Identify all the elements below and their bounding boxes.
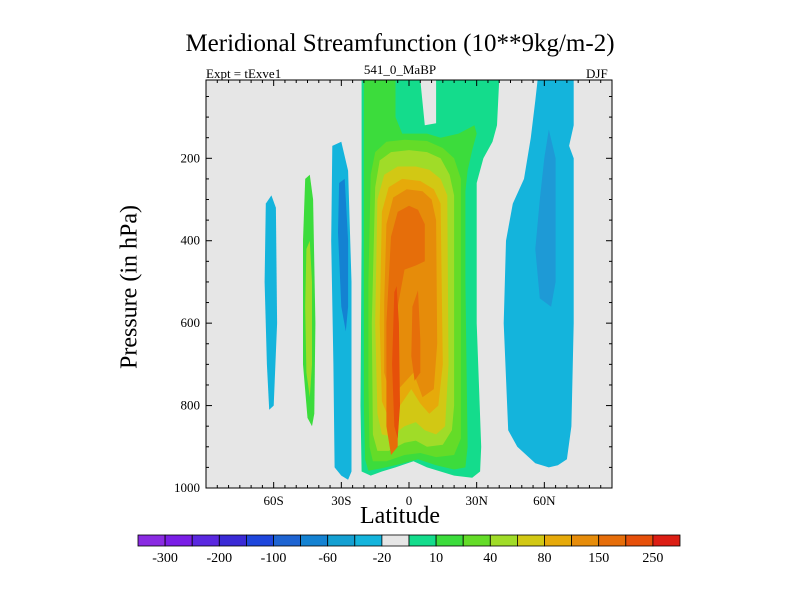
colorbar-bin <box>191 534 220 547</box>
colorbar-bin <box>652 534 681 547</box>
colorbar-label: -60 <box>318 551 337 566</box>
y-axis-ticks: 200 400 600 800 1000 <box>174 95 612 495</box>
left-subtitle: Expt = tExve1 <box>206 66 282 81</box>
contour-sh-polar-cell <box>264 195 278 410</box>
x-tick-label: 30N <box>465 493 488 508</box>
x-tick-label: 30S <box>331 493 351 508</box>
contour-hadley-200-east <box>411 290 421 381</box>
colorbar-bin <box>571 534 600 547</box>
center-subtitle: 541_0_MaBP <box>363 62 437 77</box>
colorbar-bin <box>381 534 410 547</box>
y-axis-label: Pressure (in hPa) <box>116 205 143 369</box>
colorbar-bin <box>327 534 356 547</box>
colorbar-label: 80 <box>538 551 552 566</box>
y-tick-label: 600 <box>181 315 201 330</box>
colorbar: -300 -200 -100 -60 -20 10 40 80 150 250 <box>137 534 681 566</box>
x-axis-label: Latitude <box>360 503 440 529</box>
contour-sh-ferrel-core <box>305 240 312 398</box>
colorbar-bin <box>408 534 437 547</box>
contour-sh-subtrop-core <box>338 178 349 332</box>
colorbar-label: 10 <box>429 551 443 566</box>
x-tick-label: 0 <box>406 493 413 508</box>
colorbar-bin <box>462 534 491 547</box>
contour-regions <box>264 80 574 480</box>
colorbar-bin <box>354 534 383 547</box>
contour-nh-cell-inner <box>535 129 556 307</box>
colorbar-label: -20 <box>373 551 392 566</box>
colorbar-bin <box>300 534 329 547</box>
colorbar-bin <box>245 534 274 547</box>
y-tick-label: 200 <box>181 150 201 165</box>
x-tick-label: 60S <box>264 493 284 508</box>
colorbar-label: -200 <box>206 551 232 566</box>
contour-hadley-250 <box>392 286 400 439</box>
y-tick-label: 400 <box>181 233 201 248</box>
colorbar-bin <box>517 534 545 547</box>
colorbar-label: -100 <box>261 551 287 566</box>
colorbar-bin <box>489 534 518 547</box>
chart-title: Meridional Streamfunction (10**9kg/m-2) <box>185 30 615 57</box>
colorbar-bin <box>598 534 627 547</box>
colorbar-label: -300 <box>152 551 178 566</box>
colorbar-bin <box>625 534 654 547</box>
colorbar-bin <box>164 534 193 547</box>
y-tick-label: 1000 <box>174 480 200 495</box>
colorbar-label: 40 <box>483 551 497 566</box>
x-tick-label: 60N <box>533 493 556 508</box>
colorbar-label: 150 <box>588 551 609 566</box>
x-axis-ticks: 60S 30S 0 30N 60N <box>216 80 602 508</box>
colorbar-bin <box>137 534 166 547</box>
colorbar-bin <box>218 534 247 547</box>
colorbar-bin <box>544 534 573 547</box>
right-subtitle: DJF <box>586 66 608 81</box>
y-tick-label: 800 <box>181 398 201 413</box>
colorbar-label: 250 <box>642 551 663 566</box>
colorbar-bin <box>435 534 464 547</box>
colorbar-bin <box>273 534 302 547</box>
